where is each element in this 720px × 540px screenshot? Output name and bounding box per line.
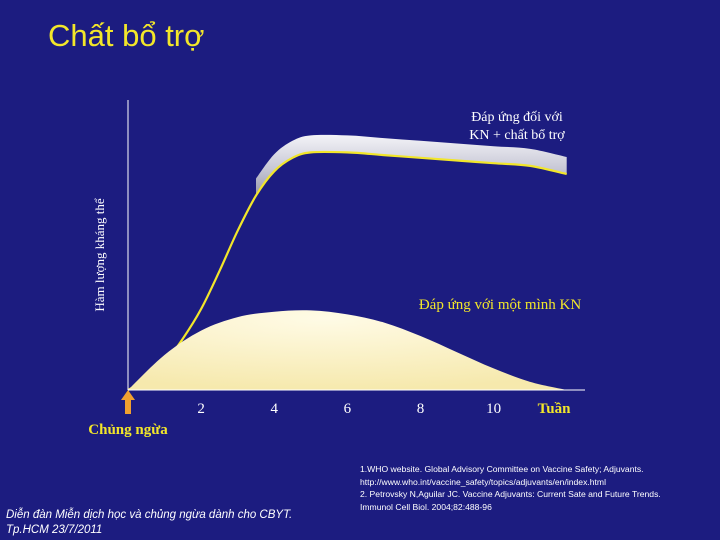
references: 1.WHO website. Global Advisory Committee… xyxy=(360,463,716,513)
x-tick-label: 4 xyxy=(270,401,278,417)
vaccination-label: Chủng ngừa xyxy=(88,422,168,438)
x-tick-label: 8 xyxy=(417,401,425,417)
footer-source: Diễn đàn Miễn dịch học và chủng ngừa dàn… xyxy=(6,508,326,538)
y-axis-label: Hàm lượng kháng thể xyxy=(92,198,107,311)
antigen-alone-response-area xyxy=(128,310,567,390)
label-adjuvant-response: Đáp ứng đối với KN + chất bổ trợ xyxy=(469,110,565,143)
up-arrow-icon xyxy=(121,390,135,414)
x-tick-label: 2 xyxy=(197,401,205,417)
adjuvant-label-line: KN + chất bổ trợ xyxy=(469,128,565,143)
x-tick-label: 6 xyxy=(344,401,352,417)
label-antigen-alone-response: Đáp ứng với một mình KN xyxy=(419,297,581,313)
series-adjuvant xyxy=(127,134,567,391)
reference-line: http://www.who.int/vaccine_safety/topics… xyxy=(360,476,607,487)
series-antigen-alone xyxy=(128,310,567,390)
x-tick-label: 10 xyxy=(486,401,501,417)
footer-line-2: Tp.HCM 23/7/2011 xyxy=(6,524,103,536)
reference-line: Immunol Cell Biol. 2004;82:488-96 xyxy=(360,501,492,512)
adjuvant-response-band xyxy=(256,134,567,196)
adjuvant-label-line: Đáp ứng đối với xyxy=(471,110,563,125)
footer-line-1: Diễn đàn Miễn dịch học và chủng ngừa dàn… xyxy=(6,509,293,521)
reference-line: 2. Petrovsky N,Aguilar JC. Vaccine Adjuv… xyxy=(360,489,661,500)
reference-line: 1.WHO website. Global Advisory Committee… xyxy=(360,464,644,474)
x-tick-labels: 2 4 6 8 10 xyxy=(197,401,501,417)
x-axis-label: Tuần xyxy=(538,401,571,417)
slide-title: Chất bổ trợ xyxy=(48,18,205,53)
vaccination-marker: Chủng ngừa xyxy=(88,390,168,438)
adjuvant-response-line xyxy=(127,150,567,391)
